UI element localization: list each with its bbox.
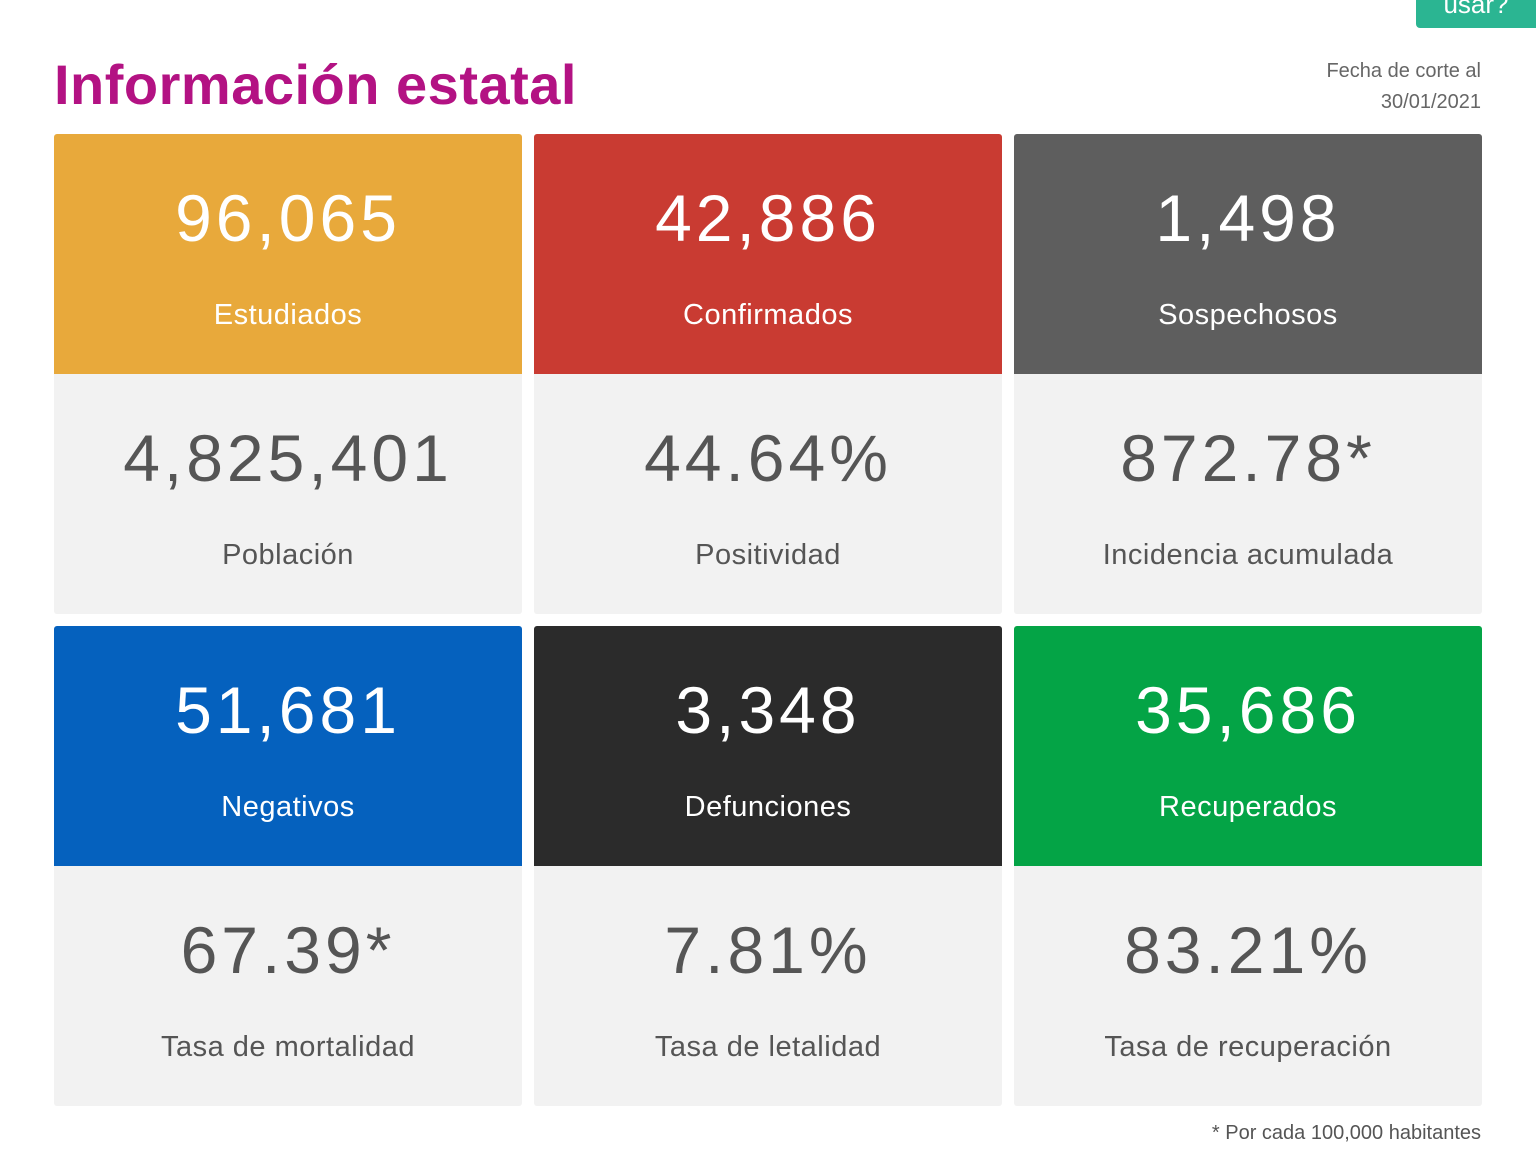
stat-value: 4,825,401 — [123, 421, 453, 495]
stat-value: 83.21% — [1124, 913, 1372, 987]
date-line: 30/01/2021 — [1380, 91, 1481, 113]
stat-label: Incidencia acumulada — [1102, 539, 1394, 571]
stat-card: 96,065 Estudiados — [54, 134, 522, 374]
stat-card: 7.81% Tasa de letalidad — [534, 866, 1002, 1106]
stat-value: 44.64% — [644, 421, 892, 495]
stat-card: 35,686 Recuperados — [1014, 626, 1482, 866]
stat-value: 42,886 — [655, 181, 881, 255]
stat-label: Población — [222, 539, 354, 571]
stat-label: Tasa de mortalidad — [160, 1031, 416, 1063]
stat-label: Sospechosos — [1158, 299, 1338, 331]
stat-card: 4,825,401 Población — [54, 374, 522, 614]
stat-card: 83.21% Tasa de recuperación — [1014, 866, 1482, 1106]
title: Información estatal — [54, 53, 577, 116]
stat-value: 1,498 — [1155, 181, 1341, 255]
stat-card: 51,681 Negativos — [54, 626, 522, 866]
stat-value: 51,681 — [175, 673, 401, 747]
stat-card: 3,348 Defunciones — [534, 626, 1002, 866]
stat-card: 42,886 Confirmados — [534, 134, 1002, 374]
stat-value: 67.39* — [180, 913, 396, 987]
date-line: Fecha de corte al — [1326, 60, 1481, 82]
button-label[interactable]: usar? — [1443, 0, 1509, 19]
stat-card: 44.64% Positividad — [534, 374, 1002, 614]
button[interactable]: usar? — [1416, 0, 1536, 28]
stat-label: Recuperados — [1159, 791, 1337, 823]
footnote: * Por cada 100,000 habitantes — [1211, 1122, 1481, 1144]
stat-label: Tasa de recuperación — [1104, 1031, 1392, 1063]
stat-label: Defunciones — [684, 791, 852, 823]
stat-label: Estudiados — [213, 299, 363, 331]
stat-label: Confirmados — [683, 299, 853, 331]
date: Fecha de corte al 30/01/2021 — [1326, 56, 1481, 118]
stat-label: Negativos — [221, 791, 355, 823]
stat-value: 96,065 — [175, 181, 401, 255]
stat-card: 1,498 Sospechosos — [1014, 134, 1482, 374]
stat-value: 35,686 — [1135, 673, 1361, 747]
stat-value: 7.81% — [664, 913, 872, 987]
stat-label: Positividad — [695, 539, 841, 571]
stat-card: 872.78* Incidencia acumulada — [1014, 374, 1482, 614]
stat-card: 67.39* Tasa de mortalidad — [54, 866, 522, 1106]
stat-label: Tasa de letalidad — [654, 1031, 882, 1063]
stat-value: 872.78* — [1120, 421, 1376, 495]
stat-value: 3,348 — [675, 673, 861, 747]
